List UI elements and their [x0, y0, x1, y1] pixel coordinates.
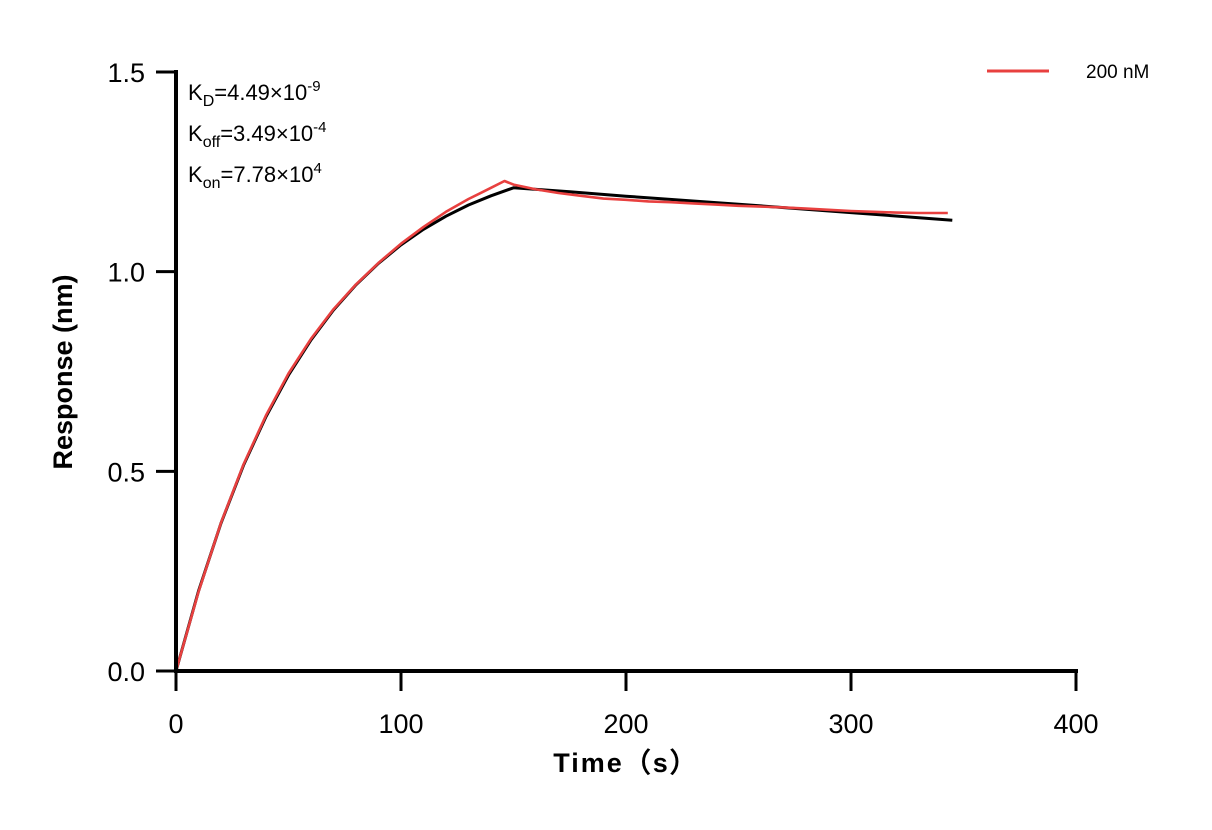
- legend-label-200nm: 200 nM: [1086, 62, 1149, 83]
- annotations: KD=4.49×10-9 Koff=3.49×10-4 Kon=7.78×104: [188, 78, 327, 192]
- y-tick-label: 1.0: [107, 258, 145, 288]
- x-tick-label: 300: [828, 709, 873, 739]
- y-tick-label: 0.0: [107, 657, 145, 687]
- x-tick-label: 100: [378, 709, 423, 739]
- plot-lines: [174, 179, 953, 672]
- annotation-kon: Kon=7.78×104: [188, 160, 322, 192]
- x-tick-label: 200: [603, 709, 648, 739]
- annotation-koff: Koff=3.49×10-4: [188, 119, 327, 151]
- x-tick-label: 400: [1053, 709, 1098, 739]
- fit-curve: [174, 186, 953, 672]
- series-200nm-line: [174, 179, 948, 672]
- x-tick-label: 0: [168, 709, 183, 739]
- y-tick-label: 0.5: [107, 457, 145, 487]
- ticks: 0 100 200 300 400 0.0 0.5 1.0 1.5: [107, 58, 1098, 739]
- y-axis-title: Response (nm): [48, 274, 78, 469]
- x-axis-title: Time（s）: [553, 748, 699, 778]
- annotation-kd: KD=4.49×10-9: [188, 78, 321, 110]
- legend: 200 nM: [987, 62, 1149, 83]
- y-tick-label: 1.5: [107, 58, 145, 88]
